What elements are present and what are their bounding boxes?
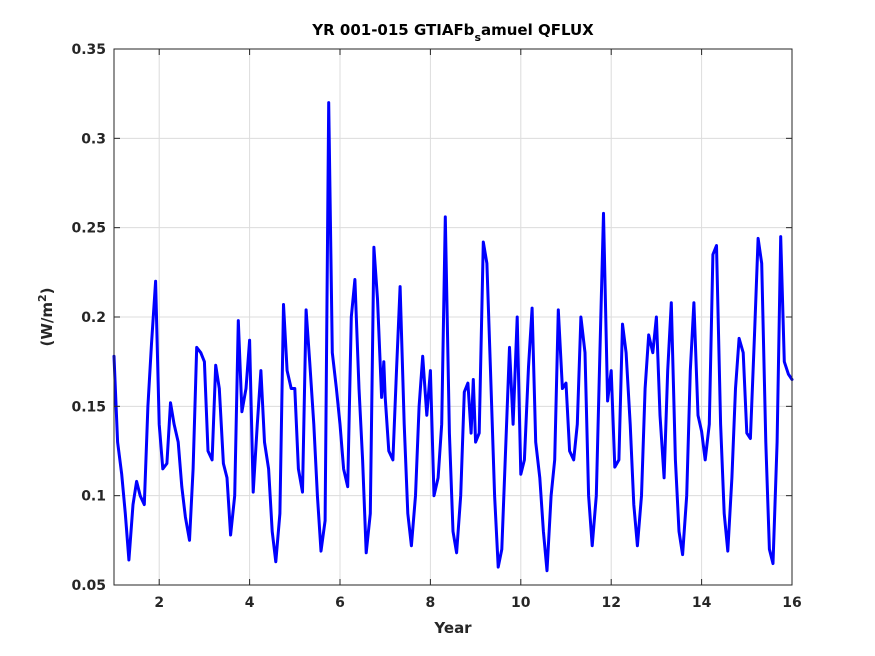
title-subscript: s <box>474 31 481 44</box>
x-tick-label: 10 <box>511 595 531 611</box>
y-tick-label: 0.35 <box>71 42 106 58</box>
ylabel-rest: ) <box>38 287 56 294</box>
tick-marks <box>114 48 793 586</box>
y-tick-label: 0.3 <box>81 131 106 147</box>
tick-labels: 2 4 6 8 10 12 14 16 0.05 0.1 0.15 0.2 0.25 0.3 0.35 <box>71 42 801 611</box>
x-tick-label: 16 <box>782 595 801 611</box>
y-tick-label: 0.05 <box>71 578 106 594</box>
x-tick-label: 14 <box>692 595 712 611</box>
title-main: YR 001-015 GTIAFb <box>311 21 474 39</box>
series-line <box>112 101 794 573</box>
ylabel-main: (W/m <box>38 302 56 347</box>
ylabel-superscript: 2 <box>36 294 49 302</box>
y-tick-label: 0.2 <box>81 310 106 326</box>
x-tick-label: 8 <box>426 595 436 611</box>
x-tick-label: 6 <box>335 595 345 611</box>
title-rest: amuel QFLUX <box>481 21 594 39</box>
x-tick-label: 2 <box>154 595 164 611</box>
y-tick-label: 0.1 <box>81 489 106 505</box>
y-axis-label: (W/m2) <box>36 287 56 346</box>
x-axis-label: Year <box>433 619 472 637</box>
y-tick-label: 0.15 <box>71 399 106 415</box>
series-layer <box>112 101 794 573</box>
x-tick-label: 12 <box>601 595 620 611</box>
y-tick-label: 0.25 <box>71 221 106 237</box>
chart-title: YR 001-015 GTIAFbsamuel QFLUX <box>311 21 594 44</box>
x-tick-label: 4 <box>245 595 255 611</box>
